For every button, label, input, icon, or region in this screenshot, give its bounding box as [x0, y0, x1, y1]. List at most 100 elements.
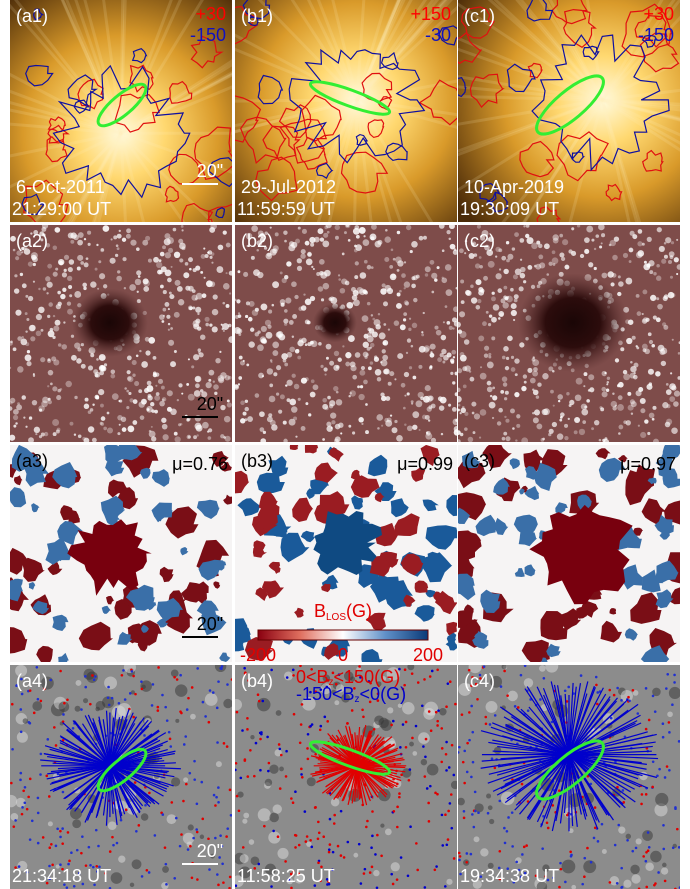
- facula: [535, 263, 542, 270]
- vector-dot: [400, 773, 403, 777]
- facula: [564, 264, 570, 270]
- vector-dot: [617, 823, 621, 827]
- facula: [283, 318, 289, 324]
- facula: [363, 259, 368, 264]
- vector-dot: [476, 698, 479, 701]
- facula: [464, 365, 471, 372]
- vector-dot: [187, 696, 190, 700]
- facula: [461, 405, 465, 409]
- vector-dot: [53, 726, 56, 729]
- vector-dot: [471, 760, 475, 764]
- vector-dot: [380, 854, 383, 858]
- facula: [671, 427, 678, 435]
- field-vector: [502, 707, 570, 756]
- panel: [10, 445, 232, 662]
- facula: [431, 272, 438, 279]
- facula: [622, 369, 628, 375]
- facula: [627, 319, 634, 325]
- dark-feature: [294, 873, 304, 884]
- facula: [366, 346, 371, 351]
- facula: [191, 289, 196, 293]
- facula: [373, 356, 380, 362]
- blue-patch: [493, 478, 510, 495]
- vector-dot: [144, 803, 147, 807]
- facula: [205, 322, 209, 327]
- facula: [211, 308, 219, 316]
- blue-patch: [52, 614, 69, 631]
- dark-feature: [409, 741, 414, 747]
- facula: [257, 344, 264, 352]
- facula: [415, 400, 423, 408]
- facula: [622, 252, 629, 259]
- red-patch: [237, 498, 261, 517]
- facula: [591, 238, 595, 242]
- facula: [516, 414, 521, 419]
- green-contour: [308, 80, 392, 116]
- blue-patch: [490, 517, 509, 535]
- facula: [247, 416, 253, 423]
- facula: [201, 293, 207, 299]
- blue-patch: [480, 589, 501, 613]
- facula: [588, 262, 594, 268]
- vector-dot: [376, 833, 379, 837]
- vector-dot: [222, 742, 226, 745]
- facula: [225, 242, 231, 248]
- vector-dot: [106, 696, 110, 700]
- facula: [551, 421, 558, 428]
- vector-dot: [589, 860, 593, 864]
- vector-dot: [448, 802, 452, 805]
- dark-feature: [239, 854, 249, 864]
- blue-patch: [261, 580, 284, 599]
- facula: [677, 352, 680, 355]
- facula: [352, 290, 359, 296]
- facula: [600, 242, 603, 245]
- red-patch: [66, 510, 80, 524]
- field-vector: [109, 765, 181, 770]
- facula: [632, 374, 638, 380]
- vector-dot: [359, 676, 362, 679]
- vector-dot: [406, 874, 410, 878]
- facula: [580, 403, 587, 410]
- blue-patch: [104, 445, 125, 465]
- dark-feature: [341, 693, 351, 703]
- facula: [637, 241, 643, 247]
- facula: [377, 313, 381, 316]
- facula: [170, 265, 173, 268]
- field-vector: [568, 696, 611, 755]
- facula: [87, 230, 92, 235]
- field-vector: [568, 681, 589, 755]
- loop-ray: [60, 0, 123, 134]
- vector-dot: [140, 680, 143, 683]
- red-patch: [446, 495, 457, 517]
- dark-feature: [306, 841, 312, 847]
- facula: [525, 233, 530, 239]
- facula: [568, 249, 573, 254]
- facula: [439, 396, 447, 404]
- facula: [222, 323, 230, 331]
- facula: [116, 233, 122, 239]
- vector-dot: [235, 768, 237, 772]
- facula: [322, 403, 329, 410]
- facula: [640, 408, 646, 414]
- dark-feature: [474, 803, 484, 813]
- vector-dot: [422, 745, 425, 748]
- facula: [244, 399, 249, 404]
- facula: [285, 297, 292, 304]
- facula: [169, 294, 175, 300]
- facula: [404, 394, 407, 397]
- vector-dot: [91, 674, 94, 677]
- facula: [245, 301, 250, 306]
- facula: [384, 257, 390, 262]
- facula: [656, 227, 662, 233]
- positive-level: +30: [195, 4, 226, 24]
- facula: [403, 261, 407, 264]
- vector-dot: [243, 759, 247, 762]
- loop-ray: [327, 99, 359, 222]
- facula: [527, 264, 533, 270]
- facula: [617, 404, 624, 411]
- facula: [458, 430, 461, 435]
- blue-patch: [196, 600, 219, 621]
- time: 21:29:00 UT: [12, 199, 111, 219]
- loop-ray: [515, 0, 604, 101]
- facula: [132, 373, 136, 377]
